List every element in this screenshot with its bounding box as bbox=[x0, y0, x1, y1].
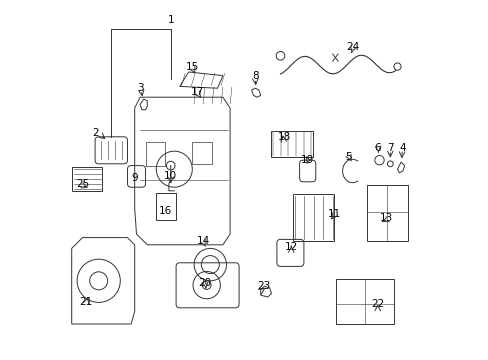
Text: 2: 2 bbox=[92, 128, 98, 138]
Text: 12: 12 bbox=[284, 242, 297, 252]
Text: 1: 1 bbox=[167, 15, 174, 25]
Text: 24: 24 bbox=[345, 42, 358, 52]
Bar bbox=[192, 142, 212, 164]
Text: 22: 22 bbox=[370, 299, 384, 309]
Text: 19: 19 bbox=[300, 155, 313, 165]
Text: 15: 15 bbox=[185, 62, 199, 72]
Text: 14: 14 bbox=[196, 236, 209, 246]
Text: 6: 6 bbox=[374, 143, 380, 153]
Text: 13: 13 bbox=[379, 213, 392, 223]
Text: 5: 5 bbox=[345, 152, 351, 162]
Bar bbox=[156, 193, 176, 220]
Text: 25: 25 bbox=[76, 179, 89, 189]
Bar bbox=[292, 194, 334, 241]
Text: 8: 8 bbox=[251, 71, 258, 81]
Text: 7: 7 bbox=[386, 143, 393, 153]
Text: 4: 4 bbox=[399, 143, 406, 153]
Text: 20: 20 bbox=[198, 278, 211, 288]
Text: 21: 21 bbox=[80, 297, 93, 307]
Text: 23: 23 bbox=[257, 281, 270, 291]
Bar bbox=[72, 167, 102, 191]
Bar bbox=[271, 131, 312, 157]
Bar bbox=[336, 279, 393, 324]
Text: 18: 18 bbox=[277, 132, 290, 142]
Bar bbox=[145, 142, 165, 166]
Bar bbox=[366, 185, 407, 241]
Text: 9: 9 bbox=[131, 173, 138, 183]
Text: 16: 16 bbox=[158, 206, 172, 216]
Text: 17: 17 bbox=[191, 87, 204, 97]
Text: 3: 3 bbox=[137, 83, 143, 93]
Text: 11: 11 bbox=[327, 209, 341, 219]
Text: 10: 10 bbox=[164, 171, 177, 181]
